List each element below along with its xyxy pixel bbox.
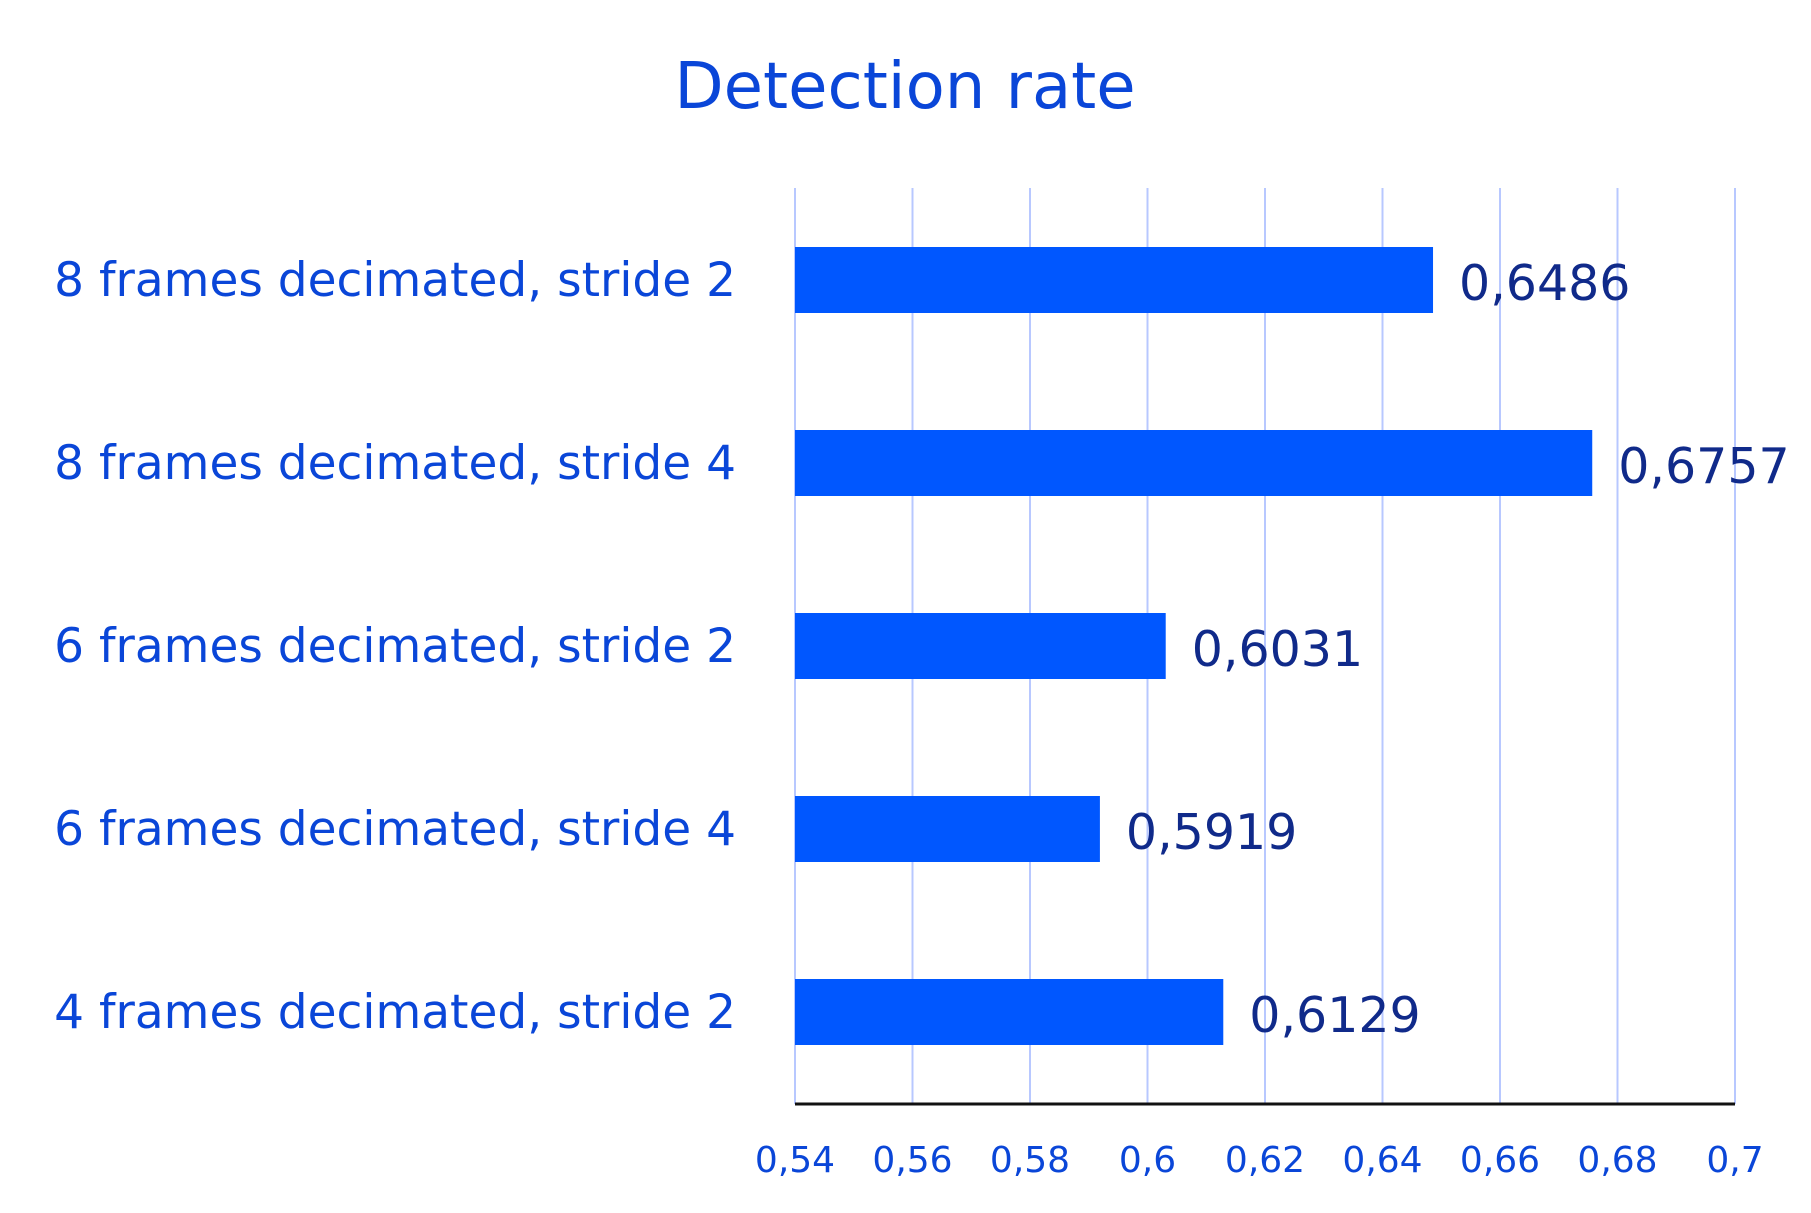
x-tick-label: 0,64 [1342,1140,1422,1181]
category-label: 8 frames decimated, stride 2 [54,253,736,308]
x-tick-label: 0,66 [1460,1140,1540,1181]
category-labels: 8 frames decimated, stride 2 8 frames dec… [54,253,736,1040]
bar [795,796,1100,862]
value-label: 0,6031 [1192,621,1363,678]
x-tick-label: 0,7 [1706,1140,1763,1181]
bar [795,979,1224,1045]
x-tick-label: 0,62 [1225,1140,1305,1181]
bar [795,430,1593,496]
category-label: 6 frames decimated, stride 4 [54,802,736,857]
x-tick-label: 0,54 [755,1140,835,1181]
x-tick-label: 0,68 [1577,1140,1657,1181]
value-label: 0,6486 [1459,255,1630,312]
x-tick-label: 0,6 [1119,1140,1176,1181]
value-label: 0,6129 [1249,987,1420,1044]
value-label: 0,6757 [1618,438,1789,495]
bars [795,247,1593,1045]
bar [795,613,1166,679]
category-label: 4 frames decimated, stride 2 [54,985,736,1040]
x-tick-labels: 0,54 0,56 0,58 0,6 0,62 0,64 0,66 0,68 0,7 [755,1140,1764,1181]
chart-title: Detection rate [674,50,1135,124]
category-label: 6 frames decimated, stride 2 [54,619,736,674]
category-label: 8 frames decimated, stride 4 [54,436,736,491]
gridlines [794,188,1736,1104]
value-label: 0,5919 [1126,804,1297,861]
x-tick-label: 0,56 [872,1140,952,1181]
bar [795,247,1434,313]
value-labels: 0,6486 0,6757 0,6031 0,5919 0,6129 [1126,255,1790,1044]
x-tick-label: 0,58 [990,1140,1070,1181]
